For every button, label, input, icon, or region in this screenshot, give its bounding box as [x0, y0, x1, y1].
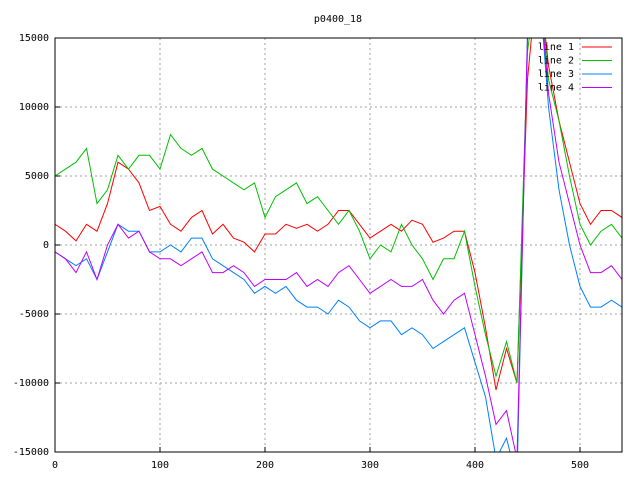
plot-border [54, 37, 623, 453]
y-tick-label: 15000 [19, 33, 49, 44]
legend-label: line 3 [538, 69, 574, 80]
x-tick-label: 400 [466, 460, 484, 471]
x-tick-label: 0 [52, 460, 58, 471]
x-tick-label: 500 [571, 460, 589, 471]
x-tick-label: 100 [151, 460, 169, 471]
y-tick-label: 0 [43, 240, 49, 251]
y-tick-label: 10000 [19, 102, 49, 113]
x-tick-label: 200 [256, 460, 274, 471]
data-line [55, 38, 622, 391]
y-tick-label: 5000 [25, 171, 49, 182]
chart-title: p0400_18 [314, 14, 362, 25]
plot-area [55, 38, 622, 452]
legend-label: line 2 [538, 56, 574, 67]
legend: line 1 line 2 line 3 line 4 [538, 42, 612, 94]
y-tick-label: -10000 [13, 378, 49, 389]
legend-label: line 1 [538, 42, 574, 53]
y-tick-label: -15000 [13, 447, 49, 458]
data-line [55, 38, 622, 452]
legend-label: line 4 [538, 83, 574, 94]
x-tick-label: 300 [361, 460, 379, 471]
y-tick-label: -5000 [19, 309, 49, 320]
